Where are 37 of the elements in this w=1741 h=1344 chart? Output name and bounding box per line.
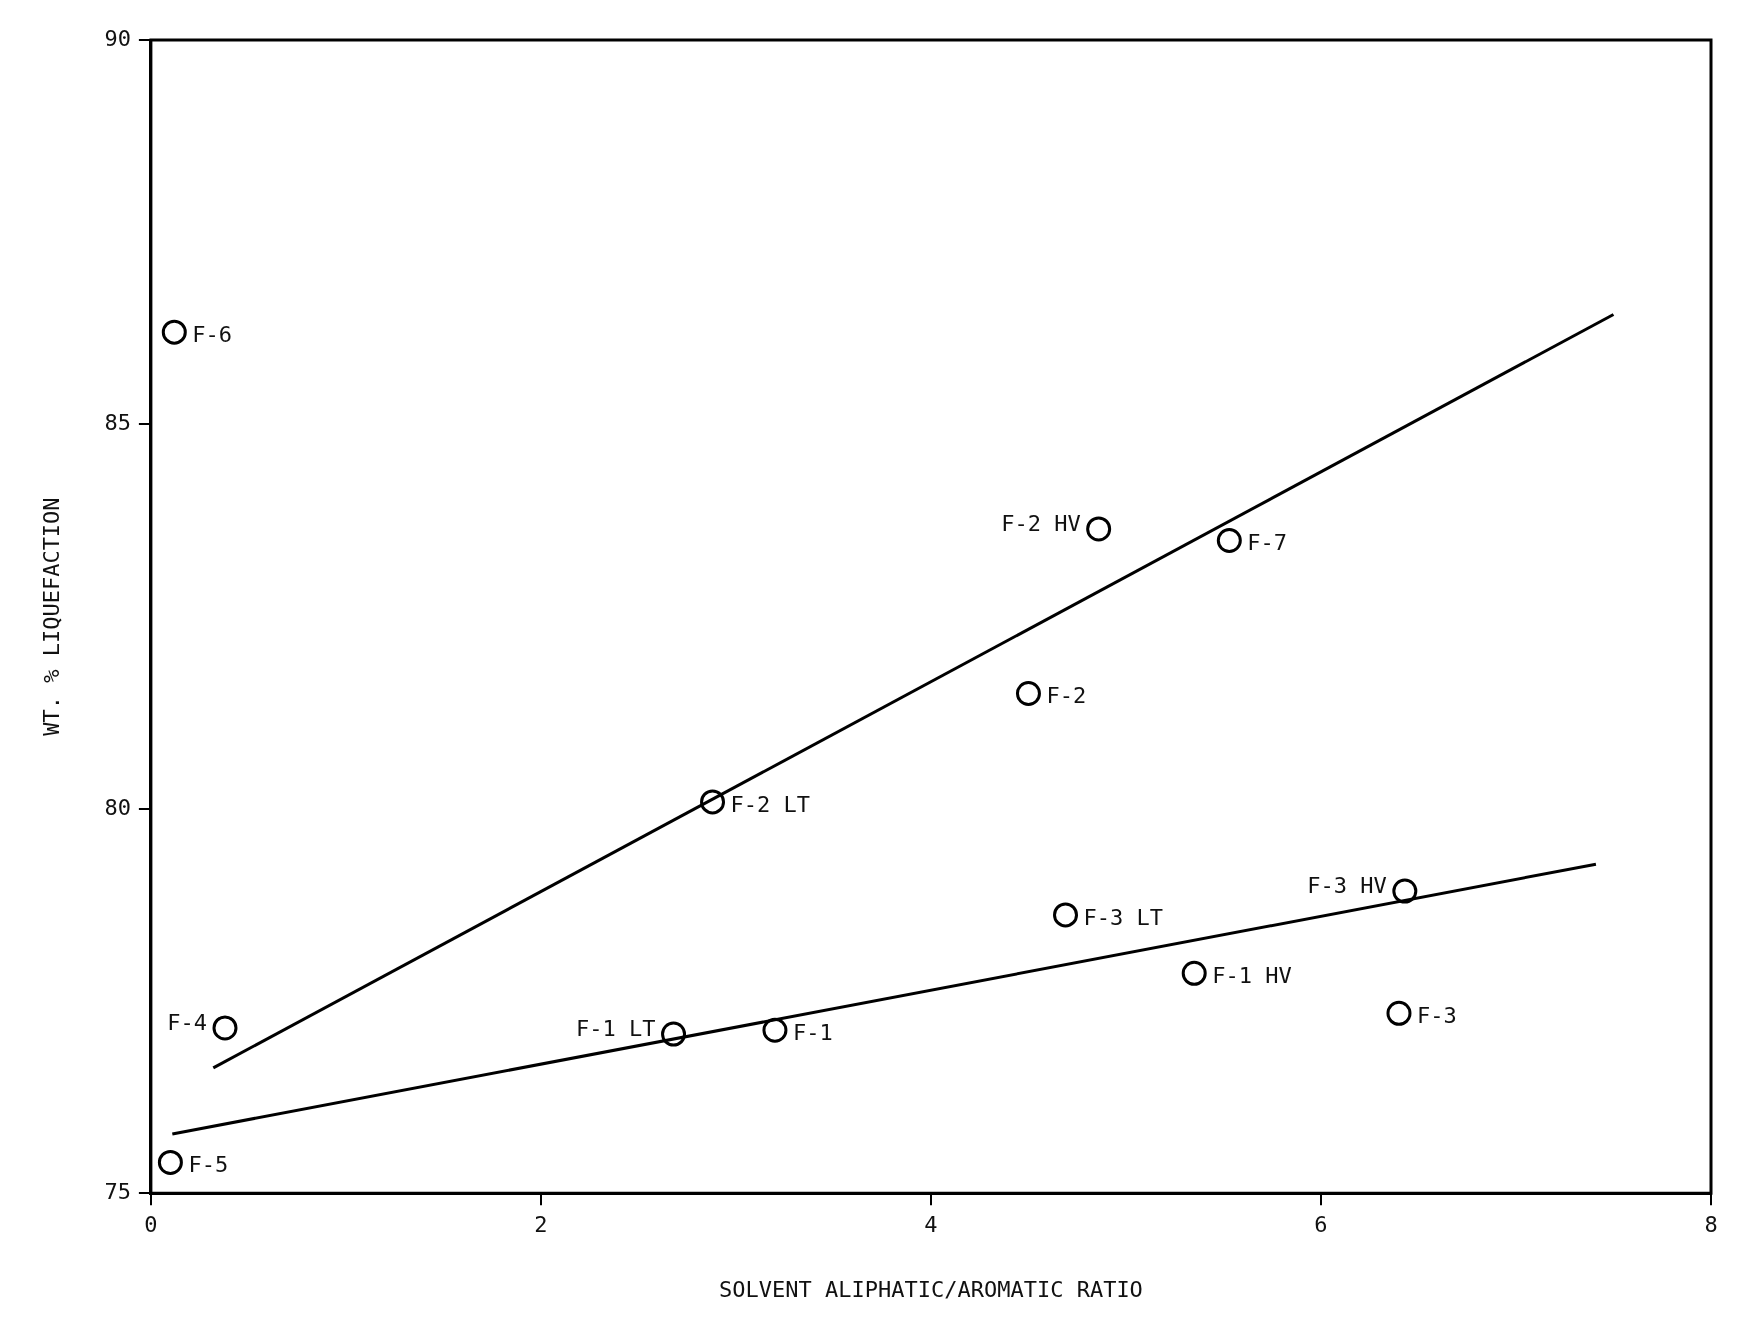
point (762, 1017, 788, 1043)
point (700, 789, 726, 815)
point (157, 1149, 183, 1175)
point (1392, 878, 1418, 904)
point (1053, 902, 1079, 928)
y-tick-label: 90 (104, 25, 131, 51)
x-tick-label: 8 (1704, 1212, 1718, 1238)
annotation: F-4 (167, 1009, 207, 1035)
annotation: F-1 (792, 1019, 833, 1045)
annotation: F-3 HV (1307, 872, 1387, 898)
y-tick-label: 75 (104, 1178, 131, 1204)
y-tick-label: 80 (104, 794, 131, 820)
y-axis-title: WT. % LIQUEFACTION (38, 497, 64, 736)
point (1015, 680, 1041, 706)
annotation: F-5 (188, 1152, 229, 1178)
annotation: F-2 HV (1001, 510, 1081, 536)
annotation: F-2 (1046, 683, 1087, 709)
point (1386, 1000, 1412, 1026)
annotation: F-6 (192, 321, 233, 347)
annotation: F-1 HV (1212, 963, 1292, 989)
annotation: F-2 LT (730, 791, 811, 817)
x-tick-label: 0 (144, 1212, 158, 1238)
x-axis-title: SOLVENT ALIPHATIC/AROMATIC RATIO (719, 1276, 1143, 1302)
point (1181, 960, 1207, 986)
x-tick-label: 4 (924, 1212, 938, 1238)
point (1086, 516, 1112, 542)
x-tick-label: 2 (534, 1212, 548, 1238)
point (1216, 527, 1242, 553)
annotation: F-1 LT (576, 1015, 656, 1041)
point (161, 319, 187, 345)
point (212, 1015, 238, 1041)
annotation: F-3 (1416, 1003, 1457, 1029)
annotation: F-7 (1247, 530, 1288, 556)
point (661, 1021, 687, 1047)
annotation: F-3 LT (1083, 904, 1163, 930)
x-tick-label: 6 (1314, 1212, 1328, 1238)
y-tick-label: 85 (104, 410, 131, 436)
